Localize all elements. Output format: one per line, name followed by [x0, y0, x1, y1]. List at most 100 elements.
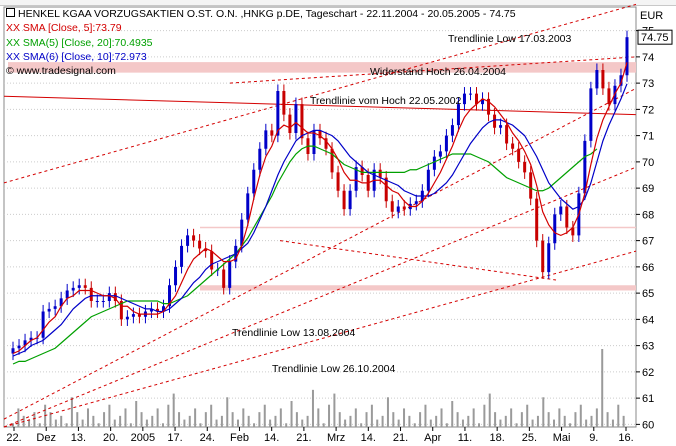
- source-label: © www.tradesignal.com: [6, 65, 116, 77]
- x-tick-label: 22.: [6, 432, 21, 444]
- y-tick-label: 65: [642, 288, 654, 300]
- candle-body: [487, 98, 491, 115]
- volume-bar: [97, 423, 100, 427]
- candle-body: [125, 316, 129, 320]
- candle-body: [65, 290, 69, 299]
- candle-body: [384, 177, 388, 202]
- annotation-label: Trendlinie Low 26.10.2004: [272, 363, 396, 375]
- y-tick-label: 64: [642, 314, 654, 326]
- candle-body: [276, 91, 280, 136]
- volume-bar: [258, 412, 261, 427]
- x-tick-label: 9.: [589, 432, 598, 444]
- volume-bar: [279, 408, 282, 427]
- volume-bar: [210, 404, 213, 427]
- x-tick-label: 21.: [296, 432, 311, 444]
- candle-body: [553, 214, 557, 244]
- y-tick-label: 67: [642, 236, 654, 248]
- volume-bar: [285, 423, 288, 427]
- volume-bar: [531, 419, 534, 427]
- volume-bar: [510, 408, 513, 427]
- volume-bar: [424, 404, 427, 427]
- volume-bar: [553, 419, 556, 427]
- volume-bar: [569, 423, 572, 427]
- volume-bar: [456, 412, 459, 427]
- candle-body: [595, 70, 599, 89]
- candle-body: [481, 98, 485, 105]
- volume-bar: [295, 412, 298, 427]
- volume-bar: [151, 415, 154, 427]
- x-tick-label: 13.: [71, 432, 86, 444]
- candle-body: [83, 285, 87, 288]
- candle-body: [523, 161, 527, 173]
- annotation-label: Trendlinie Low 17.03.2003: [448, 33, 572, 45]
- volume-bar: [397, 419, 400, 427]
- volume-bar: [499, 419, 502, 427]
- volume-bar: [156, 408, 159, 427]
- candle-body: [113, 293, 117, 301]
- volume-bar: [253, 423, 256, 427]
- volume-bar: [65, 423, 68, 427]
- volume-bar: [606, 412, 609, 427]
- x-tick-label: 14.: [264, 432, 279, 444]
- symbol-box-icon: [6, 8, 15, 17]
- candle-body: [204, 248, 208, 252]
- candle-body: [155, 308, 159, 312]
- annotation-label: Trendlinie Low 13.08.2004: [232, 327, 356, 339]
- volume-bar: [338, 412, 341, 427]
- volume-bar: [269, 419, 272, 427]
- candle-body: [360, 167, 364, 175]
- volume-bar: [547, 412, 550, 427]
- candle-body: [53, 306, 57, 309]
- volume-bar: [478, 423, 481, 427]
- candle-body: [95, 301, 99, 302]
- volume-bar: [360, 423, 363, 427]
- trendline-low-2003-upper: [3, 3, 637, 184]
- last-price-box: [637, 29, 673, 45]
- volume-bar: [60, 415, 63, 427]
- x-tick-label: 16.: [618, 432, 633, 444]
- volume-bar: [12, 423, 14, 427]
- candle-body: [426, 169, 430, 191]
- candle-body: [547, 243, 551, 273]
- volume-bar: [140, 412, 143, 427]
- candle-body: [565, 206, 569, 228]
- volume-bar: [354, 408, 357, 427]
- candle-body: [198, 240, 202, 249]
- candle-body: [559, 206, 563, 215]
- volume-bar: [226, 397, 229, 427]
- volume-bar: [92, 415, 95, 427]
- volume-bar: [536, 415, 539, 427]
- volume-bar: [119, 415, 122, 427]
- volume-bar: [17, 408, 20, 427]
- candle-body: [294, 104, 298, 133]
- volume-bar: [322, 423, 325, 427]
- volume-bar: [135, 401, 138, 427]
- volume-bar: [113, 419, 116, 427]
- candle-body: [47, 308, 51, 312]
- candle-body: [288, 114, 292, 133]
- candle-body: [270, 130, 274, 136]
- candle-body: [282, 91, 286, 115]
- volume-bar: [301, 419, 304, 427]
- y-tick-label: 73: [642, 78, 654, 90]
- candle-body: [330, 148, 334, 173]
- candle-body: [444, 135, 448, 152]
- candle-body: [89, 287, 93, 301]
- candle-body: [432, 156, 436, 170]
- x-tick-label: 2005: [131, 432, 155, 444]
- candle-body: [438, 151, 442, 157]
- candle-body: [511, 143, 515, 149]
- candle-body: [456, 104, 460, 126]
- volume-bar: [28, 419, 31, 427]
- candle-body: [186, 235, 190, 246]
- legend-sma5: XX SMA [Close, 5]:73.79: [6, 22, 122, 34]
- volume-bar: [611, 419, 614, 427]
- volume-bar: [108, 404, 111, 427]
- candle-body: [252, 169, 256, 194]
- candle-body: [462, 93, 466, 105]
- candle-body: [318, 130, 322, 139]
- candle-body: [625, 37, 629, 76]
- window-header-strip: [0, 0, 676, 6]
- volume-bar: [242, 408, 245, 427]
